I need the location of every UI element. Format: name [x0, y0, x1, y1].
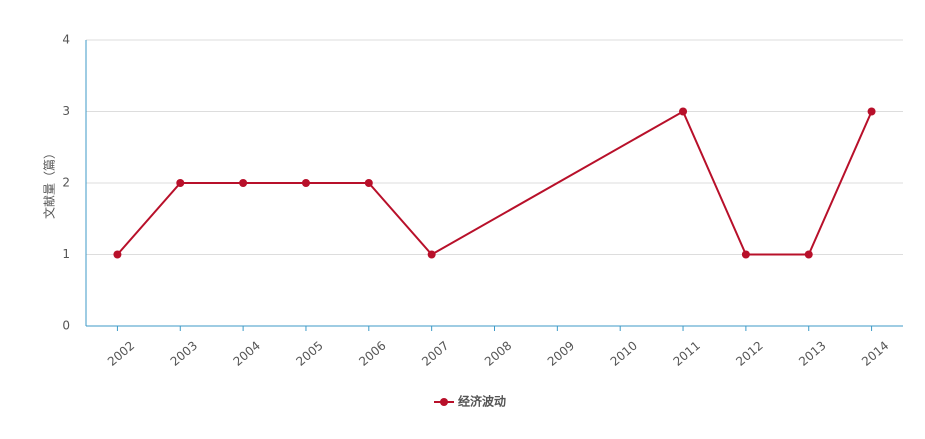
legend-marker: [440, 398, 448, 406]
y-tick-label: 2: [62, 176, 70, 190]
legend-label: 经济波动: [458, 394, 506, 409]
data-point: [679, 107, 688, 116]
data-point: [113, 250, 122, 259]
data-point: [867, 107, 876, 116]
data-point: [364, 179, 373, 187]
y-axis-label: 文献量（篇）: [42, 147, 57, 219]
x-tick-label: 2009: [545, 338, 577, 368]
series-line: [116, 110, 873, 256]
data-point: [176, 179, 185, 187]
x-tick-label: 2011: [671, 338, 703, 368]
x-tick-label: 2003: [168, 338, 200, 368]
x-tick-label: 2002: [105, 338, 137, 368]
data-point: [301, 179, 310, 187]
data-point: [741, 250, 750, 259]
data-point: [427, 250, 436, 259]
x-tick-label: 2007: [419, 338, 451, 368]
x-tick-label: 2006: [356, 338, 388, 368]
x-tick-label: 2004: [231, 338, 263, 368]
y-tick-label: 3: [62, 104, 70, 118]
x-tick-label: 2013: [796, 338, 828, 368]
y-tick-label: 4: [62, 33, 70, 47]
data-point: [804, 250, 813, 259]
y-tick-label: 1: [62, 247, 70, 261]
x-tick-label: 2005: [293, 338, 325, 368]
data-point: [239, 179, 248, 187]
y-tick-label: 0: [62, 319, 70, 333]
x-tick-label: 2014: [859, 338, 891, 368]
x-tick-label: 2010: [608, 338, 640, 368]
x-tick-label: 2012: [733, 338, 765, 368]
x-tick-label: 2008: [482, 338, 514, 368]
